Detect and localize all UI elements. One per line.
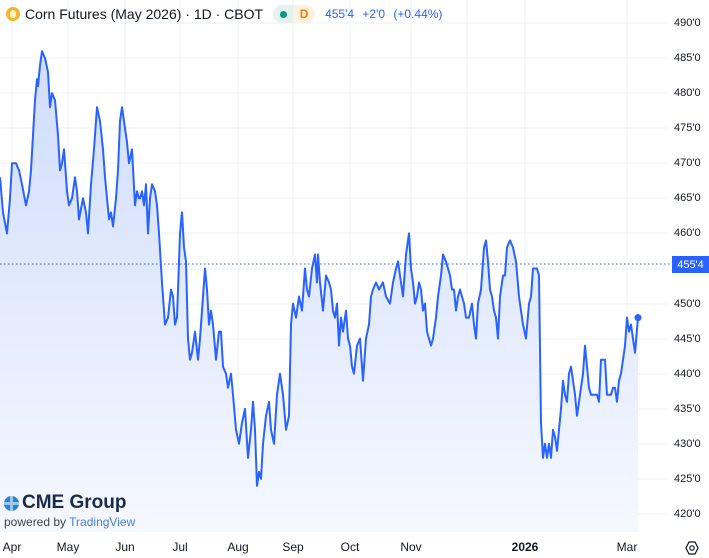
y-tick-label: 430'0 — [674, 438, 701, 450]
chart-header: Corn Futures (May 2026) · 1D · CBOT D 45… — [6, 4, 447, 24]
cme-brand: CME Group — [22, 492, 127, 513]
cme-globe-icon — [4, 495, 19, 511]
price-line — [0, 50, 639, 487]
last-price-tag: 455'4 — [672, 256, 709, 273]
y-tick-label: 435'0 — [674, 403, 701, 415]
market-open-dot-icon — [273, 5, 294, 23]
x-tick-label: Aug — [227, 540, 249, 554]
y-tick-label: 445'0 — [674, 333, 701, 345]
price-change-pct: (+0.44%) — [393, 7, 443, 21]
cme-tradingview-watermark[interactable]: CME Group powered by TradingView — [4, 492, 135, 529]
y-tick-label: 475'0 — [674, 122, 701, 134]
x-tick-label: Nov — [400, 540, 422, 554]
x-tick-label: May — [56, 540, 80, 554]
x-tick-label: 2026 — [511, 540, 539, 554]
symbol-title[interactable]: Corn Futures (May 2026) · 1D · CBOT — [25, 6, 264, 22]
x-tick-label: Oct — [340, 540, 360, 554]
y-tick-label: 490'0 — [674, 17, 701, 29]
y-tick-label: 470'0 — [674, 157, 701, 169]
last-price: 455'4 — [325, 7, 355, 21]
x-tick-label: Mar — [616, 540, 638, 554]
x-tick-label: Sep — [282, 540, 304, 554]
corn-symbol-icon — [6, 7, 20, 21]
quote-values: 455'4 +2'0 (+0.44%) — [325, 7, 447, 21]
interval-badge: D — [293, 5, 316, 23]
y-tick-label: 485'0 — [674, 52, 701, 64]
x-tick-label: Jul — [172, 540, 188, 554]
tradingview-label: TradingView — [69, 515, 136, 529]
x-tick-label: Apr — [2, 540, 22, 554]
y-tick-label: 440'0 — [674, 368, 701, 380]
price-change: +2'0 — [362, 7, 386, 21]
powered-by-label: powered by — [4, 515, 67, 529]
y-tick-label: 420'0 — [674, 508, 701, 520]
y-tick-label: 450'0 — [674, 298, 701, 310]
y-tick-label: 425'0 — [674, 473, 701, 485]
chart-settings-icon[interactable] — [684, 540, 700, 556]
last-price-dot — [634, 314, 642, 322]
y-tick-label: 480'0 — [674, 87, 701, 99]
market-status-pill[interactable]: D — [273, 5, 316, 23]
x-tick-label: Jun — [115, 540, 135, 554]
y-tick-label: 465'0 — [674, 192, 701, 204]
price-area-fill — [0, 51, 638, 532]
y-tick-label: 460'0 — [674, 227, 701, 239]
